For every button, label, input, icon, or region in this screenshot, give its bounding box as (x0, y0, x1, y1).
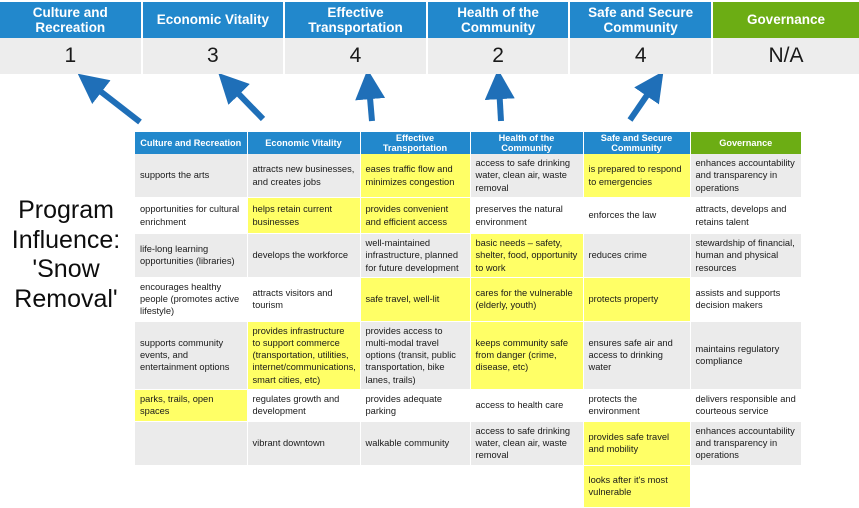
table-row: parks, trails, open spaces regulates gro… (135, 389, 801, 422)
matrix-cell (135, 465, 248, 508)
matrix-cell: basic needs – safety, shelter, food, opp… (470, 233, 584, 278)
table-row: life-long learning opportunities (librar… (135, 233, 801, 278)
scorecard-header-effective-transportation: Effective Transportation (285, 2, 428, 38)
matrix-header-economic-vitality: Economic Vitality (247, 132, 361, 155)
scorecard-strip: Culture and Recreation Economic Vitality… (0, 2, 859, 74)
matrix-cell: provides safe travel and mobility (583, 421, 691, 466)
matrix-cell: assists and supports decision makers (690, 277, 801, 322)
matrix-cell: cares for the vulnerable (elderly, youth… (470, 277, 584, 322)
scorecard-header-safe-and-secure-community: Safe and Secure Community (570, 2, 713, 38)
matrix-cell: looks after it's most vulnerable (583, 465, 691, 508)
matrix-cell: preserves the natural environment (470, 197, 584, 235)
matrix-cell (135, 421, 248, 466)
scorecard-header-governance: Governance (712, 2, 859, 38)
table-row: looks after it's most vulnerable (135, 465, 801, 508)
table-row: encourages healthy people (promotes acti… (135, 277, 801, 322)
scorecard-value-effective-transportation: 4 (285, 38, 428, 74)
matrix-cell: attracts, develops and retains talent (690, 197, 801, 235)
scorecard-value-culture-and-recreation: 1 (0, 38, 143, 74)
caption-line-2: Influence: (11, 225, 121, 254)
matrix-cell: enhances accountability and transparency… (690, 421, 801, 466)
matrix-cell (247, 465, 361, 508)
matrix-cell: provides convenient and efficient access (360, 197, 471, 235)
matrix-header-effective-transportation: Effective Transportation (360, 132, 471, 155)
matrix-cell: stewardship of financial, human and phys… (690, 233, 801, 278)
matrix-cell: life-long learning opportunities (librar… (135, 233, 248, 278)
matrix-cell: walkable community (360, 421, 471, 466)
matrix-cell: maintains regulatory compliance (690, 321, 801, 390)
matrix-cell: attracts new businesses, and creates job… (247, 154, 361, 199)
matrix-cell: keeps community safe from danger (crime,… (470, 321, 584, 390)
matrix-cell: access to safe drinking water, clean air… (470, 421, 584, 466)
caption-line-1: Program (18, 196, 114, 224)
matrix-cell (690, 465, 801, 508)
table-row: vibrant downtown walkable community acce… (135, 421, 801, 466)
program-influence-label: Program Influence: 'Snow Removal' (2, 196, 130, 314)
matrix-cell: access to safe drinking water, clean air… (470, 154, 584, 199)
matrix-cell: delivers responsible and courteous servi… (690, 389, 801, 422)
outcomes-matrix-table: Culture and Recreation Economic Vitality… (135, 132, 801, 508)
arrow-culture-and-recreation (77, 74, 142, 125)
matrix-cell (470, 465, 584, 508)
matrix-cell: ensures safe air and access to drinking … (583, 321, 691, 390)
matrix-cell: vibrant downtown (247, 421, 361, 466)
matrix-header-row: Culture and Recreation Economic Vitality… (135, 132, 801, 155)
matrix-header-safe-and-secure-community: Safe and Secure Community (583, 132, 691, 155)
matrix-cell: protects the environment (583, 389, 691, 422)
table-row: opportunities for cultural enrichment he… (135, 197, 801, 235)
matrix-cell: regulates growth and development (247, 389, 361, 422)
table-row: supports the arts attracts new businesse… (135, 154, 801, 199)
scorecard-value-health-of-the-community: 2 (428, 38, 571, 74)
matrix-cell: reduces crime (583, 233, 691, 278)
matrix-header-culture-and-recreation: Culture and Recreation (135, 132, 248, 155)
matrix-cell: supports the arts (135, 154, 248, 199)
matrix-cell: enhances accountability and transparency… (690, 154, 801, 199)
arrow-effective-transportation (355, 74, 386, 122)
scorecard-header-row: Culture and Recreation Economic Vitality… (0, 2, 859, 38)
matrix-cell: provides infrastructure to support comme… (247, 321, 361, 390)
matrix-cell: is prepared to respond to emergencies (583, 154, 691, 199)
matrix-cell: helps retain current businesses (247, 197, 361, 235)
scorecard-value-safe-and-secure-community: 4 (570, 38, 713, 74)
arrow-health-of-the-community (484, 74, 515, 122)
scorecard-header-culture-and-recreation: Culture and Recreation (0, 2, 143, 38)
matrix-cell: enforces the law (583, 197, 691, 235)
arrow-economic-vitality (218, 74, 266, 122)
arrow-safe-and-secure-community (627, 74, 664, 122)
matrix-cell: protects property (583, 277, 691, 322)
matrix-cell: parks, trails, open spaces (135, 389, 248, 422)
matrix-cell: opportunities for cultural enrichment (135, 197, 248, 235)
matrix-cell: attracts visitors and tourism (247, 277, 361, 322)
arrow-band (77, 74, 664, 125)
scorecard-header-health-of-the-community: Health of the Community (427, 2, 571, 38)
matrix-cell: supports community events, and entertain… (135, 321, 248, 390)
table-row: supports community events, and entertain… (135, 321, 801, 390)
matrix-cell (360, 465, 471, 508)
matrix-cell: safe travel, well-lit (360, 277, 471, 322)
caption-line-4: Removal' (14, 284, 118, 313)
matrix-cell: encourages healthy people (promotes acti… (135, 277, 248, 322)
matrix-cell: develops the workforce (247, 233, 361, 278)
matrix-cell: access to health care (470, 389, 584, 422)
matrix-header-governance: Governance (690, 132, 801, 155)
scorecard-header-economic-vitality: Economic Vitality (142, 2, 286, 38)
matrix-cell: well-maintained infrastructure, planned … (360, 233, 471, 278)
scorecard-value-row: 1 3 4 2 4 N/A (0, 38, 859, 74)
matrix-cell: provides access to multi-modal travel op… (360, 321, 471, 390)
matrix-header-health-of-the-community: Health of the Community (470, 132, 584, 155)
scorecard-value-governance: N/A (768, 44, 804, 67)
matrix-cell: eases traffic flow and minimizes congest… (360, 154, 471, 199)
caption-line-3: 'Snow (32, 255, 100, 283)
matrix-cell: provides adequate parking (360, 389, 471, 422)
scorecard-value-economic-vitality: 3 (143, 38, 286, 74)
